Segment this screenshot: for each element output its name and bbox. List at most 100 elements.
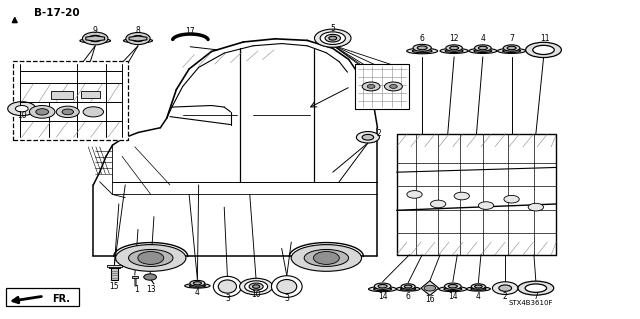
Text: 1: 1 <box>134 285 139 293</box>
Ellipse shape <box>468 48 497 53</box>
Circle shape <box>314 29 351 47</box>
Circle shape <box>15 106 28 112</box>
Ellipse shape <box>374 287 392 291</box>
Circle shape <box>362 134 374 140</box>
Circle shape <box>244 281 268 292</box>
Text: 5: 5 <box>330 24 335 33</box>
Circle shape <box>329 36 337 40</box>
Text: 13: 13 <box>147 285 156 293</box>
Circle shape <box>89 35 102 42</box>
Bar <box>111 268 118 280</box>
Ellipse shape <box>193 282 202 285</box>
Ellipse shape <box>446 45 463 51</box>
Bar <box>81 91 100 98</box>
Ellipse shape <box>532 45 554 55</box>
Ellipse shape <box>474 49 492 52</box>
Ellipse shape <box>449 285 458 288</box>
Ellipse shape <box>124 38 152 43</box>
Circle shape <box>132 35 144 41</box>
Ellipse shape <box>404 285 412 288</box>
Ellipse shape <box>304 249 349 266</box>
Circle shape <box>431 200 446 208</box>
Ellipse shape <box>413 44 431 51</box>
Ellipse shape <box>185 284 210 288</box>
Ellipse shape <box>271 276 302 297</box>
Circle shape <box>478 202 493 209</box>
Ellipse shape <box>85 39 106 42</box>
Circle shape <box>325 34 340 42</box>
Text: 7: 7 <box>509 34 514 43</box>
Text: 14: 14 <box>448 292 458 300</box>
Text: 4: 4 <box>195 288 200 297</box>
Text: 10: 10 <box>252 290 261 299</box>
Circle shape <box>385 82 403 91</box>
Ellipse shape <box>407 48 438 54</box>
Text: 15: 15 <box>109 282 119 291</box>
Bar <box>109 266 120 268</box>
Circle shape <box>314 251 339 264</box>
Ellipse shape <box>116 245 186 271</box>
Circle shape <box>504 196 519 203</box>
Ellipse shape <box>412 49 432 53</box>
Ellipse shape <box>471 284 485 289</box>
Circle shape <box>454 192 469 200</box>
Text: 6: 6 <box>420 34 424 43</box>
Ellipse shape <box>401 288 416 290</box>
Ellipse shape <box>190 280 205 286</box>
Circle shape <box>362 82 380 91</box>
Text: 7: 7 <box>533 292 538 301</box>
Circle shape <box>367 85 375 88</box>
Ellipse shape <box>444 287 462 291</box>
Text: FR.: FR. <box>52 294 70 304</box>
Text: 3: 3 <box>225 294 230 303</box>
Circle shape <box>407 191 422 198</box>
Circle shape <box>320 32 346 44</box>
Ellipse shape <box>378 285 387 288</box>
Circle shape <box>424 285 436 291</box>
Ellipse shape <box>471 288 486 290</box>
Circle shape <box>356 131 380 143</box>
Circle shape <box>126 33 150 45</box>
Ellipse shape <box>467 287 490 291</box>
Text: 8: 8 <box>136 26 140 35</box>
Text: 6: 6 <box>406 292 411 300</box>
Text: 10: 10 <box>17 111 27 120</box>
Ellipse shape <box>450 46 459 50</box>
Bar <box>355 64 410 109</box>
Ellipse shape <box>445 283 461 289</box>
Ellipse shape <box>128 39 148 42</box>
Text: 9: 9 <box>93 26 98 35</box>
Ellipse shape <box>291 245 362 271</box>
Circle shape <box>62 109 74 115</box>
Ellipse shape <box>80 38 111 43</box>
Ellipse shape <box>525 42 561 57</box>
Ellipse shape <box>439 286 467 292</box>
Ellipse shape <box>478 46 487 50</box>
Ellipse shape <box>475 285 482 288</box>
Ellipse shape <box>218 280 237 293</box>
Circle shape <box>249 283 263 290</box>
Ellipse shape <box>440 48 468 53</box>
Ellipse shape <box>213 276 241 297</box>
Polygon shape <box>86 36 104 41</box>
Ellipse shape <box>396 287 420 291</box>
Bar <box>132 276 138 278</box>
Circle shape <box>29 106 55 118</box>
Circle shape <box>56 106 79 118</box>
Ellipse shape <box>401 284 415 289</box>
Bar <box>13 61 129 140</box>
Circle shape <box>390 85 397 88</box>
Ellipse shape <box>369 286 397 292</box>
Text: 12: 12 <box>449 34 459 43</box>
Ellipse shape <box>525 284 547 292</box>
Ellipse shape <box>129 249 173 266</box>
Bar <box>51 91 73 99</box>
Circle shape <box>8 102 36 116</box>
Ellipse shape <box>445 49 463 52</box>
Circle shape <box>83 32 108 45</box>
Text: 14: 14 <box>378 292 387 300</box>
Circle shape <box>239 278 273 295</box>
Text: STX4B3610F: STX4B3610F <box>508 300 553 306</box>
Circle shape <box>499 285 511 291</box>
Circle shape <box>83 107 104 117</box>
